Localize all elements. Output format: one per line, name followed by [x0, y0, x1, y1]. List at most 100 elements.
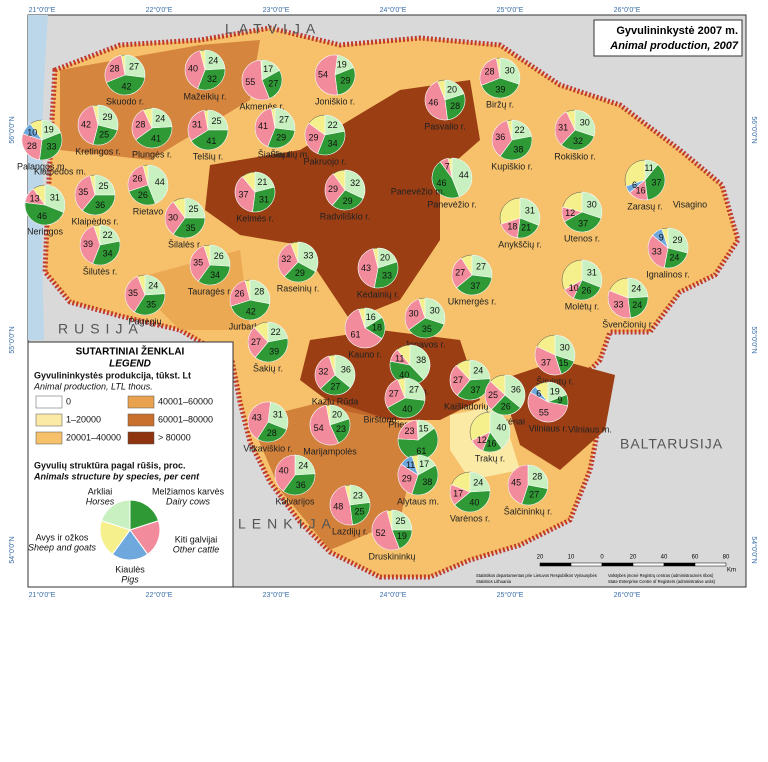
pie-value: 11 — [644, 163, 653, 173]
pie-slice — [357, 248, 379, 288]
pie-value: 29 — [276, 133, 286, 143]
pie-slice — [581, 191, 603, 219]
pie-slice — [504, 374, 526, 409]
pie-value: 39 — [495, 84, 505, 94]
pie-value: 29 — [343, 196, 353, 206]
pie-slice — [74, 175, 96, 211]
pie-slice — [147, 164, 169, 204]
pie-value: 15 — [418, 424, 428, 434]
pie-slice — [256, 421, 287, 443]
pie-value: 48 — [333, 502, 343, 512]
pie-value: 36 — [95, 200, 105, 210]
pie-slice — [391, 509, 413, 531]
pie-value: 40 — [469, 498, 479, 508]
legend-class: 40001–60000 — [158, 396, 213, 406]
place-label: Panevėžio m. — [391, 186, 446, 196]
pie-value: 36 — [296, 480, 306, 490]
pie-slice — [334, 354, 356, 389]
pie-slice — [489, 411, 511, 449]
pie-value: 6 — [632, 180, 637, 190]
pie-slice — [554, 334, 576, 362]
pie-slice — [481, 77, 520, 99]
credit: Valstybės įmonė Registrų centras (admini… — [608, 573, 714, 578]
pie-value: 37 — [238, 190, 248, 200]
pie-value: 34 — [103, 249, 113, 259]
pie-slice — [471, 431, 491, 451]
region-label: Kėdainių r. — [357, 289, 400, 299]
pie-value: 21 — [257, 177, 267, 187]
pie-value: 41 — [258, 121, 268, 131]
pie-slice — [329, 485, 353, 526]
pie-slice — [234, 176, 256, 213]
scale-segment — [570, 562, 603, 567]
pie-value: 37 — [652, 178, 662, 188]
pie-slice — [469, 359, 491, 381]
pie-slice — [581, 259, 603, 288]
lon-label: 23°0'0"E — [263, 6, 290, 14]
pie-value: 31 — [259, 194, 269, 204]
pie-slice — [309, 405, 339, 446]
pie-value: 32 — [318, 366, 328, 376]
pie-slice — [197, 264, 231, 286]
pie-value: 40 — [399, 370, 409, 380]
legend-subtitle: Animals structure by species, per cent — [33, 471, 200, 481]
pie-value: 26 — [138, 190, 148, 200]
pie-value: 30 — [430, 305, 440, 315]
pie-slice — [644, 164, 666, 201]
scale-segment — [694, 562, 727, 567]
pie-value: 29 — [102, 112, 112, 122]
pie-slice — [397, 419, 419, 441]
region-label: Lazdijų r. — [332, 526, 368, 536]
legend-pie-slice — [100, 499, 131, 531]
pie-value: 28 — [135, 119, 145, 129]
place-label: Klaipėdos m. — [34, 166, 86, 176]
pie-value: 27 — [251, 337, 261, 347]
pie-slice — [104, 55, 126, 83]
pie-value: 9 — [557, 395, 562, 405]
region-label: Tauragės r. — [188, 286, 233, 296]
pie-value: 36 — [341, 364, 351, 374]
region-label: Kauno r. — [348, 349, 382, 359]
lat-label: 55°0'0"N — [750, 326, 758, 353]
pie-value: 18 — [507, 222, 517, 232]
region-label: Rietavo — [133, 206, 164, 216]
pie-slice — [499, 135, 533, 161]
pie-value: 27 — [453, 375, 463, 385]
lat-label: 55°0'0"N — [8, 326, 16, 353]
pie-value: 38 — [416, 355, 426, 365]
legend-class: 1–20000 — [66, 414, 101, 424]
legend-swatch — [127, 431, 155, 445]
lon-label: 21°0'0"E — [29, 6, 56, 14]
pie-slice — [97, 104, 119, 131]
credit: State Enterprise Centre of Registers (ad… — [608, 579, 716, 584]
pie-value: 17 — [263, 64, 273, 74]
legend-class: 20001–40000 — [66, 432, 121, 442]
pie-slice — [490, 394, 521, 416]
credit: Statistics Lithuania — [476, 579, 512, 584]
pie-slice — [519, 197, 541, 226]
pie-slice — [283, 261, 316, 283]
lon-label: 23°0'0"E — [263, 591, 290, 599]
pie-value: 11 — [406, 460, 415, 470]
pie-slice — [451, 257, 473, 289]
pie-slice — [344, 308, 383, 349]
region-label: Pakruojo r. — [303, 156, 346, 166]
pie-value: 24 — [298, 461, 308, 471]
pie-slice — [484, 380, 506, 411]
region-label: Šakių r. — [253, 363, 283, 373]
pie-value: 28 — [484, 67, 494, 77]
pie-slice — [21, 133, 43, 161]
region-label: Telšių r. — [193, 151, 224, 161]
lat-label: 54°0'0"N — [750, 536, 758, 563]
region-label: Trakų r. — [475, 453, 505, 463]
pie-slice — [521, 484, 548, 506]
pie-slice — [409, 344, 431, 381]
title-lt: Gyvulininkystė 2007 m. — [616, 25, 738, 37]
region-label: Klaipėdos r. — [71, 216, 118, 226]
pie-slice — [331, 189, 364, 211]
scale-label: 40 — [661, 555, 668, 561]
region-label: Joniškio r. — [315, 96, 355, 106]
pie-value: 26 — [132, 174, 142, 184]
pie-slice — [229, 280, 251, 307]
pie-value: 10 — [569, 283, 579, 293]
